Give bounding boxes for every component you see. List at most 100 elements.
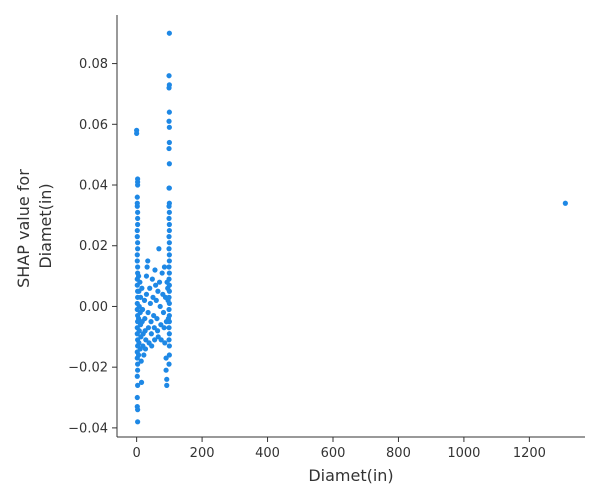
data-point	[135, 209, 141, 215]
x-tick-label: 200	[190, 446, 215, 461]
data-point	[166, 215, 172, 222]
data-point	[166, 203, 172, 209]
data-point	[135, 221, 141, 228]
data-point	[158, 322, 164, 328]
x-axis-ticks: 0 200 400 600 800 1000 1200	[132, 437, 546, 461]
data-point	[136, 352, 142, 358]
data-point	[166, 30, 172, 36]
data-point	[137, 294, 144, 300]
data-point	[166, 185, 172, 191]
data-point	[142, 346, 149, 352]
data-point	[134, 373, 140, 379]
data-point	[166, 73, 172, 79]
x-tick-label: 1200	[513, 446, 546, 461]
data-point	[166, 331, 172, 337]
data-point	[166, 209, 172, 215]
data-point	[154, 315, 160, 322]
data-point	[155, 288, 161, 294]
data-point	[164, 382, 170, 388]
data-point	[148, 331, 154, 337]
data-point	[145, 325, 152, 331]
data-point	[135, 407, 141, 413]
data-point	[149, 343, 155, 349]
data-point	[143, 273, 150, 279]
data-point	[562, 200, 568, 206]
data-point	[151, 312, 157, 319]
data-point	[161, 325, 167, 331]
data-point	[166, 240, 172, 246]
y-tick-label: 0.00	[79, 300, 108, 315]
data-point	[161, 264, 168, 270]
data-point	[166, 234, 172, 240]
data-point	[145, 258, 151, 264]
data-point	[138, 379, 145, 385]
data-point	[150, 294, 156, 300]
data-point	[147, 285, 153, 291]
data-point	[165, 285, 171, 291]
data-point	[141, 352, 147, 358]
data-point	[166, 325, 172, 331]
data-point	[135, 240, 141, 246]
y-tick-label: 0.04	[79, 179, 108, 194]
y-tick-label: 0.02	[79, 239, 108, 254]
data-point	[165, 297, 171, 303]
data-point	[142, 315, 148, 322]
y-axis-title-line-2: Diamet(in)	[36, 183, 55, 268]
data-point	[166, 352, 172, 358]
data-point	[136, 340, 142, 346]
data-point	[139, 285, 145, 291]
data-point	[154, 328, 161, 334]
data-point	[145, 309, 151, 316]
data-point	[134, 234, 140, 240]
data-point	[162, 340, 168, 346]
x-tick-label: 600	[321, 446, 346, 461]
data-point	[138, 358, 144, 364]
data-point	[141, 297, 148, 303]
data-point	[166, 252, 172, 258]
data-point	[135, 361, 141, 367]
data-point	[136, 315, 142, 322]
data-point	[134, 227, 140, 234]
data-point	[163, 355, 169, 361]
data-point	[153, 297, 159, 303]
data-point	[134, 194, 140, 200]
data-point	[143, 337, 149, 343]
data-point	[157, 303, 163, 310]
data-point	[143, 291, 150, 297]
data-point	[166, 276, 172, 282]
data-point	[134, 203, 140, 209]
data-point	[166, 145, 172, 152]
data-point	[147, 300, 153, 307]
data-point	[160, 309, 167, 316]
data-point	[153, 282, 159, 288]
data-point	[151, 325, 157, 331]
data-point	[144, 264, 150, 270]
data-point	[164, 376, 170, 382]
data-point	[135, 182, 141, 188]
data-point	[135, 246, 141, 252]
x-axis-title: Diamet(in)	[308, 466, 393, 485]
data-point	[137, 279, 143, 285]
data-point	[156, 279, 163, 285]
data-point	[135, 367, 141, 373]
data-point	[158, 337, 164, 343]
y-tick-label: −0.04	[68, 421, 108, 436]
x-tick-label: 1000	[447, 446, 480, 461]
data-point	[166, 227, 172, 234]
data-point	[156, 246, 162, 252]
data-point	[166, 124, 172, 130]
x-tick-label: 0	[132, 446, 140, 461]
y-tick-label: 0.06	[79, 118, 108, 133]
data-point	[166, 264, 172, 270]
y-axis-title-line-1: SHAP value for	[14, 169, 33, 288]
data-point	[159, 270, 165, 276]
data-point	[135, 419, 141, 425]
data-point	[148, 319, 154, 325]
data-point	[165, 315, 171, 322]
data-point	[135, 264, 141, 270]
data-point	[166, 337, 172, 343]
data-point	[135, 382, 141, 388]
data-point	[136, 273, 142, 279]
data-point	[152, 267, 158, 273]
